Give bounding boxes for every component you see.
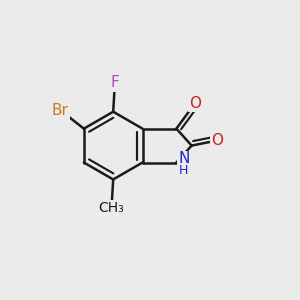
Text: H: H [179,164,188,177]
Text: O: O [211,133,223,148]
Text: O: O [189,96,201,111]
Text: N: N [178,152,189,166]
Text: F: F [110,75,119,90]
Text: Br: Br [52,103,69,118]
Text: CH₃: CH₃ [99,201,124,215]
